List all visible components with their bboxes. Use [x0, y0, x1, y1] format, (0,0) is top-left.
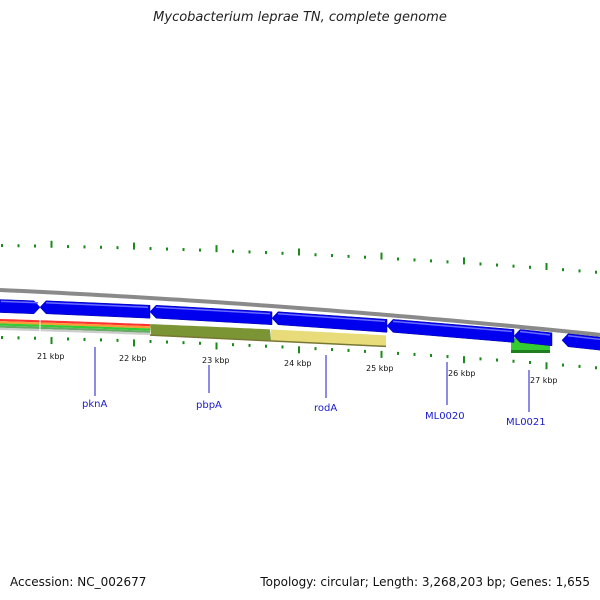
scale-label: 25 kbp: [366, 364, 394, 373]
lower-scale-ticks: [1, 336, 597, 370]
gene-arrow: [561, 333, 600, 351]
band-stripe: [0, 321, 150, 329]
gene-label-pbpa: pbpA: [196, 400, 222, 411]
gene-arrow-shine: [45, 302, 149, 308]
gene-arrow-shine: [567, 334, 600, 341]
band-edge: [149, 334, 387, 348]
scale-labels: 21 kbp 22 kbp 23 kbp 24 kbp 25 kbp 26 kbp 27 k…: [37, 352, 558, 385]
gene-label-ml0020: ML0020: [425, 411, 465, 422]
gene-arrows: [0, 299, 600, 351]
scale-label: 27 kbp: [530, 376, 558, 385]
band-stripe: [0, 319, 150, 327]
gene-arrow-shine: [155, 306, 271, 315]
accession-text: Accession: NC_002677: [10, 575, 147, 589]
band-stripe: [0, 325, 150, 333]
scale-label: 21 kbp: [37, 352, 65, 361]
upper-scale-ticks: [1, 240, 597, 274]
scale-label: 23 kbp: [202, 356, 230, 365]
gene-label-ml0021: ML0021: [506, 417, 546, 428]
band-stripe: [0, 323, 150, 331]
band-yellow: [271, 329, 386, 347]
band-green-edge: [511, 350, 550, 353]
feature-bands: [0, 319, 550, 353]
gene-label-roda: rodA: [314, 403, 337, 414]
gene-arrow-shine: [519, 330, 551, 336]
scale-label: 26 kbp: [448, 369, 476, 378]
scale-label: 24 kbp: [284, 359, 312, 368]
scale-label: 22 kbp: [119, 354, 147, 363]
gene-arrow-shine: [0, 300, 39, 304]
genome-backbone: [0, 288, 600, 337]
topology-text: Topology: circular; Length: 3,268,203 bp…: [260, 575, 590, 589]
backbone-arc: [0, 288, 600, 337]
gene-arrow-shine: [277, 312, 386, 323]
map-title: Mycobacterium leprae TN, complete genome: [153, 10, 447, 25]
band-stripe: [0, 327, 150, 336]
gene-labels: pknA pbpA rodA ML0020 ML0021: [82, 347, 546, 428]
gene-arrow-shine: [392, 320, 513, 333]
gene-label-pkna: pknA: [82, 399, 107, 410]
